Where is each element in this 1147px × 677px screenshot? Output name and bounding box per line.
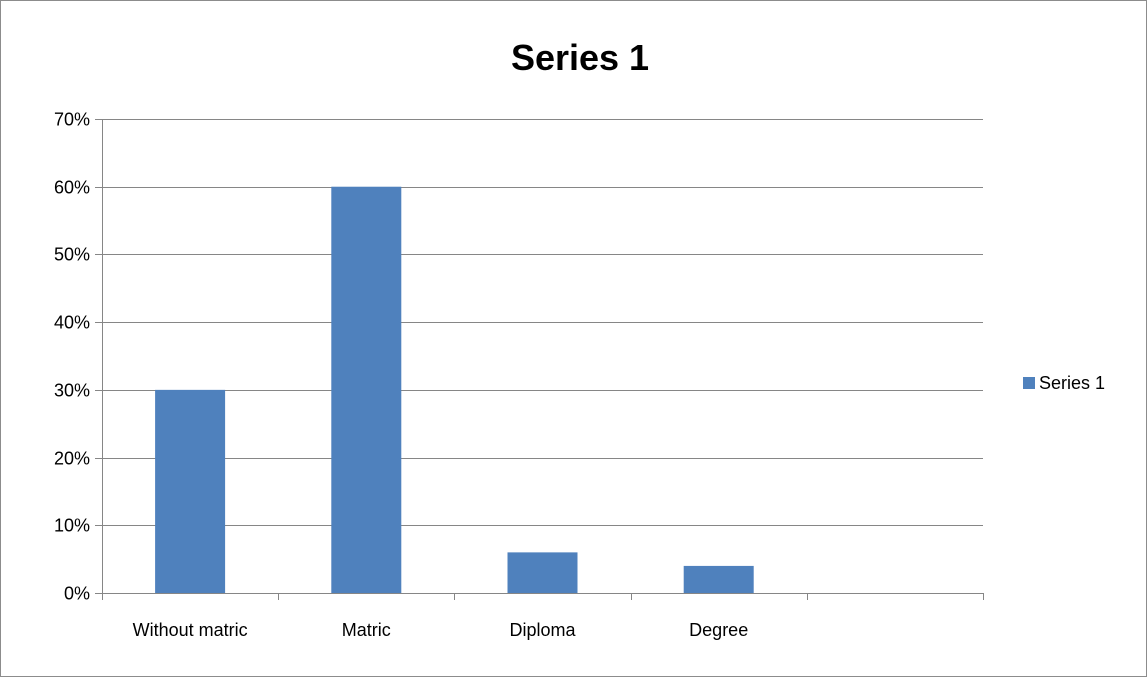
bar	[155, 389, 226, 593]
axes	[95, 119, 984, 600]
y-tick-label: 10%	[54, 516, 90, 536]
x-tick-label: Diploma	[509, 620, 576, 640]
gridlines	[102, 119, 983, 526]
x-tick-label: Without matric	[133, 620, 248, 640]
y-tick-label: 40%	[54, 313, 90, 333]
chart-title: Series 1	[511, 37, 649, 78]
y-tick-label: 50%	[54, 245, 90, 265]
bar	[331, 186, 402, 593]
legend: Series 1	[1023, 373, 1105, 393]
x-axis-labels: Without matric Matric Diploma Degree	[133, 620, 749, 640]
bar	[507, 552, 578, 593]
y-tick-label: 30%	[54, 381, 90, 401]
y-tick-label: 0%	[64, 584, 90, 604]
bar	[683, 565, 754, 593]
legend-label: Series 1	[1039, 373, 1105, 393]
y-tick-label: 70%	[54, 110, 90, 130]
legend-swatch	[1023, 377, 1035, 389]
x-tick-label: Matric	[342, 620, 391, 640]
bars	[155, 186, 754, 593]
y-tick-label: 60%	[54, 178, 90, 198]
y-axis-labels: 0% 10% 20% 30% 40% 50% 60% 70%	[54, 110, 90, 604]
x-tick-label: Degree	[689, 620, 748, 640]
y-tick-label: 20%	[54, 449, 90, 469]
